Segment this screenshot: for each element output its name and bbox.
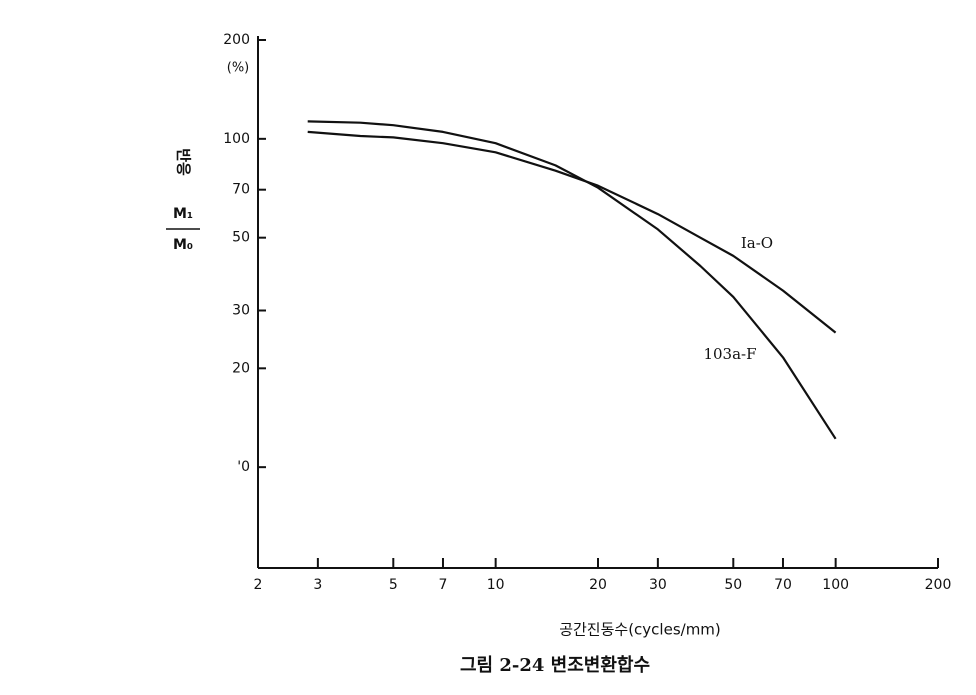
- x-label: 공간진동수(cycles/mm): [559, 621, 721, 639]
- y-label-numerator: M₁: [173, 206, 193, 222]
- x-tick-label: 3: [313, 577, 322, 593]
- y-tick-label: 50: [232, 230, 250, 246]
- x-tick-label: 100: [822, 577, 849, 593]
- x-tick-label: 50: [724, 577, 742, 593]
- series-line: [307, 120, 837, 440]
- caption: 그림 2-24 변조변환합수: [460, 654, 650, 676]
- x-tick-label: 2: [254, 577, 263, 593]
- x-tick-label: 30: [649, 577, 667, 593]
- x-tick-label: 7: [439, 577, 448, 593]
- x-tick-label: 200: [925, 577, 952, 593]
- x-tick-label: 10: [487, 577, 505, 593]
- y-tick-label: 20: [232, 360, 250, 376]
- x-tick-label: 70: [774, 577, 792, 593]
- series-line: [307, 130, 837, 334]
- y-label: 반응: [175, 148, 193, 176]
- y-unit: (%): [227, 61, 250, 76]
- y-tick-label: 70: [232, 182, 250, 198]
- x-tick-label: 5: [389, 577, 398, 593]
- y-tick-label: 100: [223, 131, 250, 147]
- x-tick-label: 20: [589, 577, 607, 593]
- series-label: Ia-O: [741, 234, 773, 252]
- y-tick-label: 30: [232, 303, 250, 319]
- y-label-denominator: M₀: [173, 237, 193, 253]
- y-tick-label: '0: [237, 459, 250, 475]
- series-label: 103a-F: [703, 345, 756, 363]
- y-tick-label: 200: [223, 32, 250, 48]
